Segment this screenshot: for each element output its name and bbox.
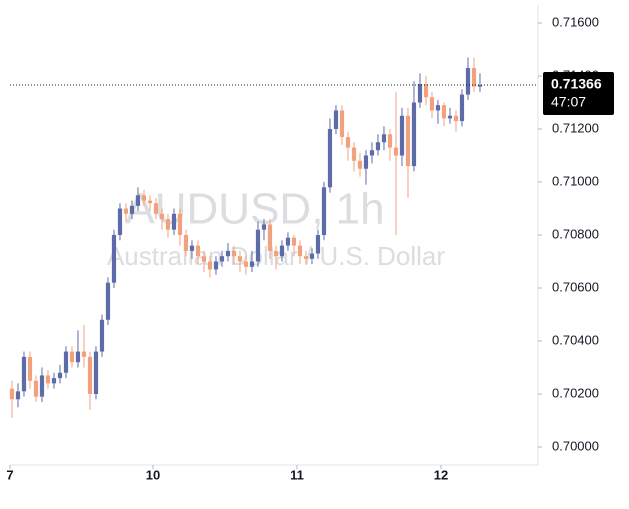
- x-tick-label: 11: [290, 467, 304, 482]
- candle-body: [81, 351, 87, 357]
- candle-body: [333, 110, 339, 130]
- y-tick-label: 0.70800: [552, 226, 599, 241]
- candle-body: [15, 391, 21, 400]
- candle-body: [345, 136, 351, 148]
- candle-body: [213, 261, 219, 270]
- candle-body: [63, 351, 69, 373]
- last-price-label: 0.71366: [551, 76, 602, 92]
- candle-body: [237, 256, 243, 262]
- candle-body: [339, 110, 345, 137]
- last-price-box: [543, 72, 614, 116]
- y-tick-label: 0.70400: [552, 332, 599, 347]
- candle-body: [135, 195, 141, 206]
- candle-body: [423, 83, 429, 98]
- candle-body: [411, 102, 417, 167]
- candle-body: [351, 147, 357, 161]
- y-tick-label: 0.71000: [552, 173, 599, 188]
- candle-body: [75, 351, 81, 363]
- candle-body: [21, 356, 27, 392]
- y-tick-label: 0.70000: [552, 438, 599, 453]
- candle-body: [393, 147, 399, 156]
- candle-body: [51, 378, 57, 384]
- x-tick-label: 10: [146, 467, 160, 482]
- candle-body: [165, 219, 171, 230]
- candle-body: [123, 208, 129, 214]
- candle-body: [363, 155, 369, 169]
- candle-body: [405, 115, 411, 167]
- candle-body: [273, 250, 279, 257]
- candle-body: [87, 356, 93, 394]
- candle-body: [111, 235, 117, 283]
- candle-body: [309, 253, 315, 259]
- candle-body: [465, 68, 471, 95]
- candle-body: [261, 224, 267, 230]
- candle-body: [399, 115, 405, 156]
- y-tick-label: 0.71200: [552, 120, 599, 135]
- candle-body: [93, 351, 99, 394]
- candle-body: [447, 115, 453, 119]
- candle-body: [45, 375, 51, 384]
- watermark: AUDUSD, 1h: [125, 185, 384, 234]
- candle-body: [369, 150, 375, 156]
- x-tick-label: 12: [434, 467, 448, 482]
- candle-body: [105, 282, 111, 320]
- candle-body: [57, 372, 63, 379]
- candle-body: [471, 68, 477, 87]
- candle-body: [315, 235, 321, 254]
- candle-body: [39, 375, 45, 397]
- candle-body: [27, 356, 33, 381]
- candle-body: [321, 187, 327, 235]
- candle-body: [459, 94, 465, 122]
- candle-body: [243, 261, 249, 267]
- candle-body: [267, 224, 273, 251]
- candle-body: [207, 261, 213, 270]
- candle-body: [435, 105, 441, 111]
- candle-body: [255, 229, 261, 262]
- candle-body: [153, 203, 159, 214]
- candle-body: [327, 129, 333, 188]
- candle-body: [297, 245, 303, 257]
- candle-body: [303, 256, 309, 259]
- candle-body: [429, 97, 435, 111]
- candle-body: [291, 237, 297, 246]
- candle-body: [375, 142, 381, 151]
- candle-body: [129, 205, 135, 214]
- candle-body: [159, 213, 165, 220]
- candle-body: [225, 250, 231, 257]
- candle-body: [249, 261, 255, 267]
- candle-body: [219, 256, 225, 262]
- candle-body: [285, 237, 291, 246]
- candle-body: [33, 380, 39, 397]
- candle-body: [177, 213, 183, 235]
- candle-body: [357, 160, 363, 169]
- candle-body: [171, 213, 177, 230]
- candle-body: [147, 200, 153, 204]
- x-tick-label: 7: [6, 467, 13, 482]
- candle-body: [201, 256, 207, 262]
- candle-body: [381, 134, 387, 143]
- candle-body: [453, 115, 459, 122]
- countdown-label: 47:07: [551, 94, 586, 110]
- candle-body: [279, 245, 285, 257]
- candle-body: [477, 85, 483, 87]
- candle-body: [195, 245, 201, 257]
- candle-body: [9, 388, 15, 400]
- candle-body: [387, 134, 393, 148]
- candle-body: [231, 250, 237, 257]
- candle-body: [99, 319, 105, 352]
- candle-body: [141, 195, 147, 201]
- y-tick-label: 0.70200: [552, 385, 599, 400]
- candle-body: [69, 351, 75, 363]
- y-tick-label: 0.70600: [552, 279, 599, 294]
- candle-body: [117, 208, 123, 235]
- candle-body: [441, 105, 447, 119]
- candle-body: [183, 235, 189, 251]
- candle-body: [189, 245, 195, 251]
- y-tick-label: 0.71600: [552, 14, 599, 29]
- candle-body: [417, 83, 423, 103]
